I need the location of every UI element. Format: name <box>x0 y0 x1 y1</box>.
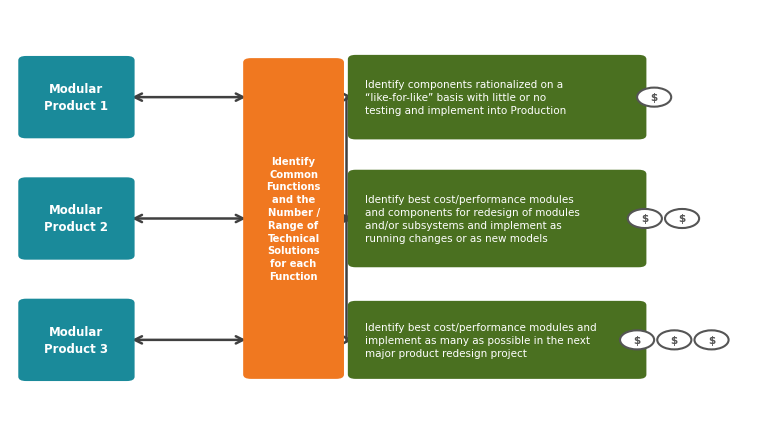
Text: Identify best cost/performance modules and
implement as many as possible in the : Identify best cost/performance modules a… <box>365 322 597 358</box>
Circle shape <box>628 209 662 229</box>
Circle shape <box>694 331 729 350</box>
Circle shape <box>620 331 654 350</box>
Text: $: $ <box>708 335 715 345</box>
Text: Modular
Product 2: Modular Product 2 <box>45 204 109 234</box>
Text: Identify components rationalized on a
“like-for-like” basis with little or no
te: Identify components rationalized on a “l… <box>365 80 566 116</box>
FancyBboxPatch shape <box>243 59 344 379</box>
FancyBboxPatch shape <box>18 299 134 381</box>
Circle shape <box>658 331 691 350</box>
Text: $: $ <box>671 335 678 345</box>
Text: Modular
Product 3: Modular Product 3 <box>45 325 109 355</box>
Text: $: $ <box>679 214 686 224</box>
FancyBboxPatch shape <box>348 56 647 140</box>
Text: Modular
Product 1: Modular Product 1 <box>45 83 109 113</box>
Text: $: $ <box>633 335 640 345</box>
Text: $: $ <box>651 93 658 103</box>
FancyBboxPatch shape <box>18 178 134 260</box>
FancyBboxPatch shape <box>18 57 134 139</box>
Circle shape <box>637 88 671 107</box>
FancyBboxPatch shape <box>348 301 647 379</box>
Text: Identify best cost/performance modules
and components for redesign of modules
an: Identify best cost/performance modules a… <box>365 195 580 243</box>
Circle shape <box>665 209 699 229</box>
FancyBboxPatch shape <box>348 170 647 268</box>
Text: $: $ <box>641 214 648 224</box>
Text: Identify
Common
Functions
and the
Number /
Range of
Technical
Solutions
for each: Identify Common Functions and the Number… <box>266 156 321 282</box>
